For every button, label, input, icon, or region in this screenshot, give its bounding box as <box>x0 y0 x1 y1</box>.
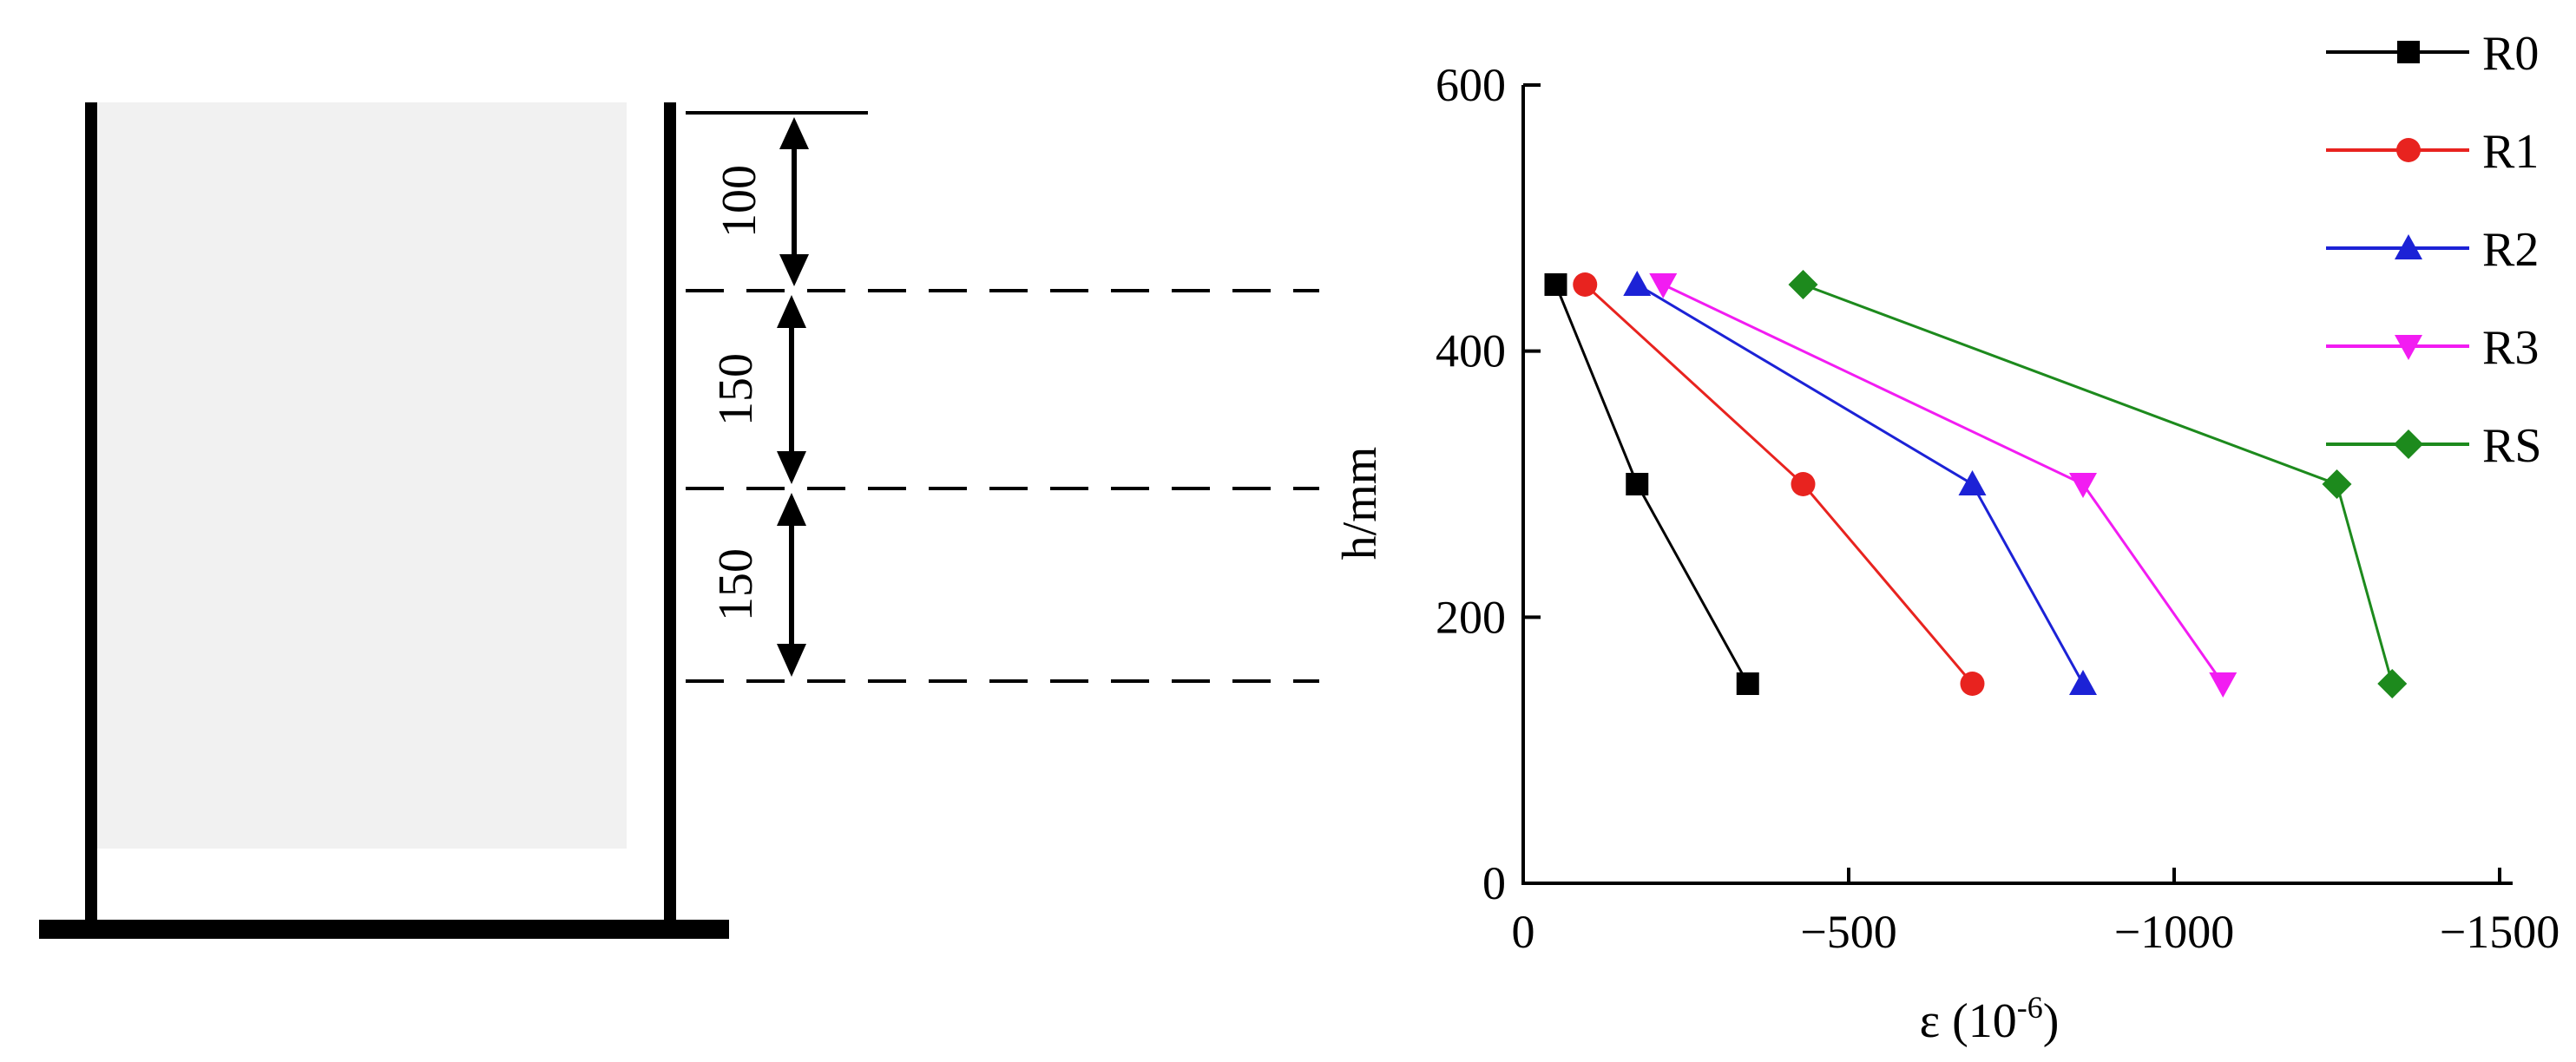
data-point-rs <box>1788 270 1818 299</box>
series-r1 <box>1573 272 1985 696</box>
legend-label-r2: R2 <box>2482 223 2539 277</box>
x-tick-label: 0 <box>1512 906 1535 958</box>
y-axis-label: h/mm <box>1333 447 1387 560</box>
legend-marker-r1 <box>2396 138 2421 162</box>
series-line-r3 <box>1662 283 2224 685</box>
data-point-rs <box>2322 469 2352 499</box>
data-point-r2 <box>2069 670 2097 695</box>
series-r0 <box>1544 273 1759 695</box>
y-ticks: 0 200 400 600 <box>1436 59 1541 909</box>
legend-label-r1: R1 <box>2482 125 2539 179</box>
legend-label-rs: RS <box>2482 419 2542 473</box>
x-ticks: 0 −500 −1000 −1500 <box>1512 868 2560 958</box>
specimen-fill <box>97 102 627 849</box>
dimension-label-2: 150 <box>709 353 763 426</box>
series-line-r2 <box>1636 283 2085 685</box>
left-wall <box>85 102 97 927</box>
series-r2 <box>1623 271 2097 695</box>
dimension-label-1: 100 <box>713 165 766 238</box>
series-layer <box>1544 270 2408 698</box>
legend-marker-rs <box>2394 429 2423 459</box>
right-wall <box>664 102 676 927</box>
y-tick-label: 400 <box>1436 325 1506 377</box>
y-tick-label: 0 <box>1482 857 1506 909</box>
legend-marker-r3 <box>2395 335 2422 360</box>
legend-item-r2: R2 <box>2326 223 2539 277</box>
dimension-arrow-3 <box>777 493 806 677</box>
data-point-r3 <box>1649 273 1678 298</box>
data-point-r0 <box>1544 273 1567 296</box>
base-plate <box>39 920 729 939</box>
dimension-label-3: 150 <box>709 548 763 621</box>
data-point-r0 <box>1736 672 1759 695</box>
series-rs <box>1788 270 2408 698</box>
y-tick-label: 200 <box>1436 591 1506 643</box>
x-axis-label: ε (10-6) <box>1920 990 2060 1048</box>
x-axis-label-exponent: -6 <box>2017 990 2043 1025</box>
dimension-arrow-2 <box>777 295 806 484</box>
legend-item-rs: RS <box>2326 419 2542 473</box>
series-line-rs <box>1802 283 2394 685</box>
legend-label-r0: R0 <box>2482 27 2539 81</box>
data-point-rs <box>2377 669 2408 698</box>
data-point-r1 <box>1960 672 1985 696</box>
legend-item-r3: R3 <box>2326 321 2539 375</box>
data-point-r1 <box>1573 272 1598 297</box>
legend: R0 R1 R2 R3 RS <box>2326 27 2542 473</box>
x-tick-label: −500 <box>1800 906 1896 958</box>
y-tick-label: 600 <box>1436 59 1506 111</box>
dimension-arrow-1 <box>779 117 809 286</box>
x-tick-label: −1000 <box>2114 906 2234 958</box>
data-point-r2 <box>1958 470 1987 495</box>
specimen-diagram: 100 150 150 <box>39 102 1319 939</box>
strain-chart: 0 −500 −1000 −1500 0 200 400 600 R0 R1 R2 R3 RS ε … <box>1333 27 2560 1048</box>
legend-item-r0: R0 <box>2326 27 2539 81</box>
legend-item-r1: R1 <box>2326 125 2539 179</box>
data-point-r2 <box>1623 271 1652 296</box>
legend-label-r3: R3 <box>2482 321 2539 375</box>
x-tick-label: −1500 <box>2440 906 2560 958</box>
legend-marker-r2 <box>2395 234 2422 259</box>
x-axis-label-close: ) <box>2043 994 2060 1048</box>
data-point-r3 <box>2209 672 2238 698</box>
legend-marker-r0 <box>2397 41 2420 63</box>
data-point-r3 <box>2069 473 2097 498</box>
data-point-r0 <box>1626 473 1649 495</box>
data-point-r1 <box>1791 472 1816 496</box>
series-r3 <box>1649 273 2238 698</box>
